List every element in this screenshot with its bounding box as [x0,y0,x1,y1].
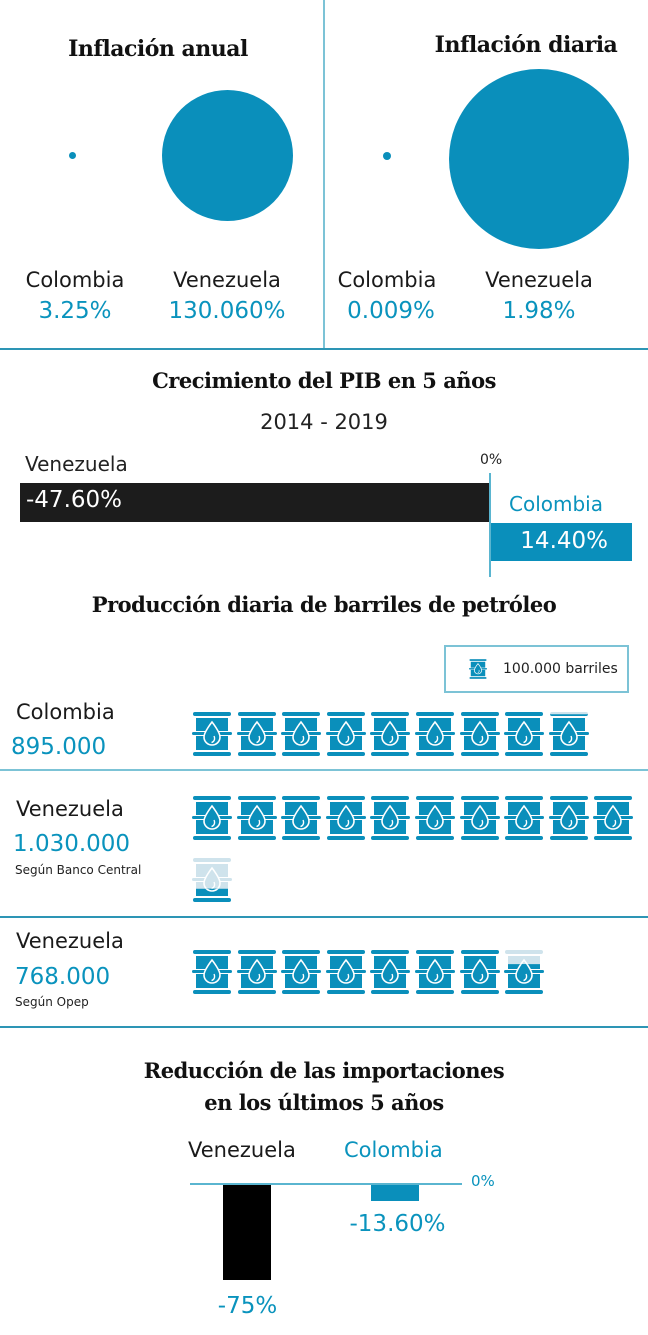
barrels-row-1-name: Venezuela [16,797,124,821]
barrel-icon [415,712,455,756]
barrel-icon [236,796,277,840]
barrel-icon [415,950,455,994]
annual-colombia-label: Colombia [25,268,125,292]
barrels-row-0-name: Colombia [16,700,115,724]
barrel-icon [281,712,322,756]
barrel-icon [325,796,366,840]
inflation-section: Inflación anual Colombia 3.25% Venezuela… [0,0,648,350]
imports-venezuela-label: Venezuela [188,1138,296,1162]
barrel-icon [192,950,232,994]
barrels-row-0-value: 895.000 [11,734,107,760]
daily-venezuela-value: 1.98% [502,298,576,324]
imports-title-line1: Reducción de las importaciones [143,1058,505,1083]
barrels-legend: 100.000 barriles [444,645,629,693]
column-divider [323,0,325,348]
daily-colombia-value: 0.009% [347,298,435,324]
barrel-icon-partial [548,712,589,756]
pib-colombia-value: 14.40% [520,528,608,554]
barrel-icon [192,712,232,756]
barrel-icon [370,712,411,756]
annual-inflation-title: Inflación anual [68,36,248,62]
pib-title: Crecimiento del PIB en 5 años [152,368,496,393]
barrel-icon [593,796,634,840]
daily-colombia-label: Colombia [337,268,437,292]
barrel-icon [504,712,545,756]
barrel-icon-partial [504,950,545,994]
imports-zero-axis [190,1183,462,1185]
barrel-icon [192,796,232,840]
pib-zero-axis [489,473,491,577]
pib-zero-label: 0% [480,452,503,468]
annual-venezuela-value: 130.060% [168,298,286,324]
daily-colombia-circle [383,152,391,160]
barrel-icon [236,950,277,994]
imports-venezuela-bar [223,1184,271,1280]
barrel-icon [459,950,500,994]
imports-venezuela-value: -75% [217,1293,278,1319]
pib-colombia-bar [490,523,633,561]
barrels-row-2-source: Según Opep [15,995,89,1009]
barrel-icon [236,712,277,756]
barrel-icon-partial [192,858,232,902]
barrel-icon [415,796,455,840]
pib-colombia-label: Colombia [509,492,603,516]
imports-zero-label: 0% [471,1172,495,1190]
imports-title: Reducción de las importaciones en los úl… [0,1055,648,1119]
pib-venezuela-bar [20,483,490,522]
daily-venezuela-label: Venezuela [485,268,593,292]
row-separator [0,916,648,918]
pib-venezuela-value: -47.60% [26,487,122,513]
annual-colombia-value: 3.25% [38,298,112,324]
barrels-row-1-value: 1.030.000 [13,831,131,857]
barrel-icon [459,712,500,756]
barrel-icon [281,796,322,840]
daily-venezuela-circle [449,69,629,249]
row-separator [0,769,648,771]
imports-title-line2: en los últimos 5 años [204,1090,444,1115]
annual-venezuela-label: Venezuela [173,268,281,292]
barrels-row-1-source: Según Banco Central [15,863,142,877]
barrel-icon [548,796,589,840]
row-separator [0,1026,648,1028]
barrel-icon [370,950,411,994]
barrels-row-2-name: Venezuela [16,929,124,953]
barrel-icon [281,950,322,994]
daily-inflation-title: Inflación diaria [434,32,618,58]
barrel-icon [325,950,366,994]
barrels-row-2-value: 768.000 [15,964,111,990]
annual-venezuela-circle [162,90,293,221]
barrel-icon [469,659,487,679]
annual-colombia-circle [69,152,76,159]
pib-venezuela-label: Venezuela [25,452,128,476]
imports-colombia-label: Colombia [344,1138,443,1162]
imports-colombia-value: -13.60% [349,1211,446,1237]
barrels-title: Producción diaria de barriles de petróle… [91,592,557,617]
barrel-icon [325,712,366,756]
barrel-icon [504,796,545,840]
barrel-icon [370,796,411,840]
legend-label: 100.000 barriles [503,661,618,677]
pib-subtitle: 2014 - 2019 [260,410,388,434]
imports-colombia-bar [371,1184,419,1202]
barrel-icon [459,796,500,840]
